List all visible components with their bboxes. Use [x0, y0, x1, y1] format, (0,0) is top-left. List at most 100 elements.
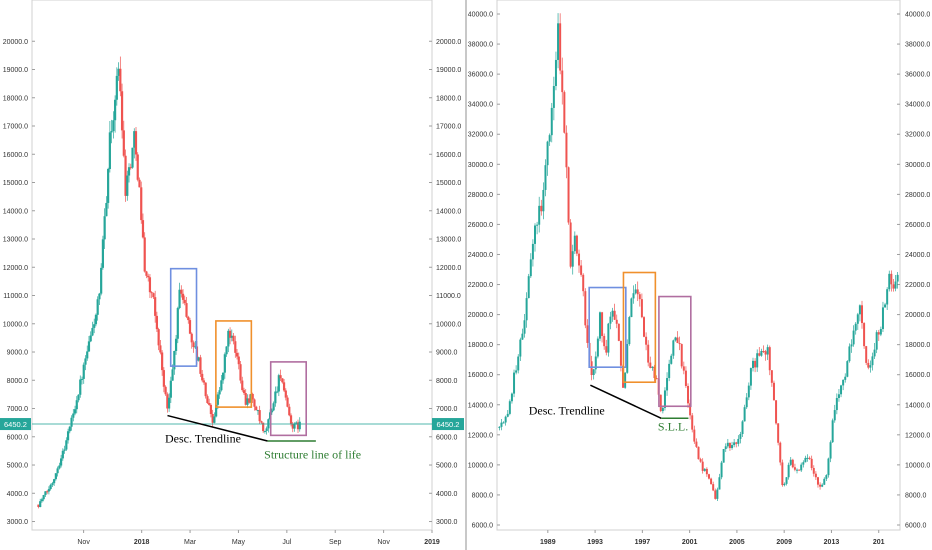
candle-up: [221, 372, 225, 381]
candle-up: [894, 281, 897, 289]
candle-down: [281, 378, 284, 383]
candle-up: [871, 356, 874, 366]
candle-up: [39, 501, 42, 508]
y-tick-label: 17000.0: [436, 124, 461, 131]
price-tag-left: [0, 418, 31, 431]
candle-up: [194, 346, 197, 348]
candle-down: [615, 319, 618, 324]
candle-down: [699, 459, 702, 462]
right-chart-panel[interactable]: 6000.0 8000.0 10000.0 12000.0 14000.0 16000.0…: [467, 0, 932, 550]
y-tick-label: 13000.0: [436, 237, 461, 244]
candle-down: [136, 154, 139, 180]
left-candlestick-chart[interactable]: 3000.0 4000.0 5000.0 6000.0 7000.0 8000.0 9000…: [0, 0, 465, 550]
candle-up: [70, 417, 73, 427]
candle-down: [251, 393, 254, 400]
candle-up: [293, 423, 296, 429]
candle-up: [626, 344, 629, 373]
candle-up: [107, 169, 110, 203]
candle-up: [752, 360, 755, 369]
candle-up: [802, 462, 805, 465]
candle-down: [289, 415, 293, 424]
left-plot-frame: [31, 0, 433, 531]
candle-up: [94, 314, 98, 325]
candle-down: [134, 131, 138, 155]
y-tick-label: 18000.0: [3, 95, 28, 102]
right-plot-frame: [496, 0, 901, 531]
candle-up: [246, 398, 249, 405]
candle-up: [84, 358, 87, 365]
candle-up: [842, 379, 845, 386]
trendline-annotation: Desc. Trendline: [529, 404, 605, 418]
candle-down: [865, 346, 868, 363]
candle-down: [291, 423, 294, 429]
candle-down: [816, 477, 819, 485]
candle-up: [89, 335, 92, 342]
y-tick-label: 4000.0: [436, 491, 458, 498]
candle-up: [745, 397, 748, 408]
candle-down: [237, 356, 240, 365]
candle-up: [796, 469, 799, 471]
left-chart-panel[interactable]: 3000.0 4000.0 5000.0 6000.0 7000.0 8000.0 9000…: [0, 0, 465, 550]
candle-down: [192, 342, 195, 348]
candle-down: [781, 462, 784, 486]
candle-up: [756, 353, 759, 368]
candle-up: [550, 107, 553, 136]
pattern-box: [622, 271, 657, 384]
candle-down: [46, 491, 49, 493]
y-tick-label: 16000.0: [3, 152, 28, 159]
y-tick-label: 24000.0: [468, 252, 493, 259]
candle-down: [707, 474, 710, 479]
y-tick-label: 6000.0: [905, 522, 927, 529]
candle-up: [670, 355, 673, 364]
candle-up: [783, 483, 786, 486]
candle-up: [510, 393, 513, 402]
y-tick-label: 20000.0: [905, 312, 930, 319]
y-tick-label: 34000.0: [468, 102, 493, 109]
candle-up: [888, 273, 891, 290]
candle-down: [296, 422, 300, 430]
right-drawings: Desc. Trendline S.L.L.: [529, 271, 692, 433]
candle-up: [573, 235, 576, 252]
candle-down: [819, 484, 822, 487]
candle-up: [133, 131, 136, 148]
candle-down: [145, 271, 148, 276]
candle-up: [54, 473, 57, 480]
candle-up: [42, 495, 45, 500]
pane-divider[interactable]: [465, 0, 467, 550]
candle-down: [157, 329, 160, 346]
candle-up: [840, 385, 843, 395]
candle-up: [105, 202, 108, 217]
candle-up: [225, 346, 228, 355]
candle-up: [527, 276, 530, 299]
y-tick-label: 9000.0: [7, 350, 29, 357]
y-tick-label: 24000.0: [905, 252, 930, 259]
candle-up: [115, 75, 118, 100]
candle-up: [869, 365, 872, 368]
candle-down: [613, 310, 616, 320]
candle-down: [239, 364, 242, 381]
candle-up: [498, 426, 501, 428]
y-tick-label: 16000.0: [905, 372, 930, 379]
candle-down: [680, 344, 683, 367]
candle-up: [295, 422, 298, 424]
candle-up: [886, 289, 889, 305]
candle-up: [630, 298, 633, 318]
x-tick-label: 2005: [729, 539, 745, 546]
candle-up: [298, 421, 301, 430]
x-tick-label: 201: [873, 539, 885, 546]
price-tag-left-label: 6450.2: [4, 420, 27, 429]
candle-down: [181, 293, 185, 300]
candle-down: [284, 390, 287, 398]
right-candlestick-chart[interactable]: 6000.0 8000.0 10000.0 12000.0 14000.0 16000.0…: [467, 0, 932, 550]
y-tick-label: 12000.0: [468, 432, 493, 439]
y-tick-label: 14000.0: [3, 208, 28, 215]
candle-down: [559, 23, 562, 71]
candle-up: [538, 205, 541, 225]
y-tick-label: 11000.0: [436, 293, 461, 300]
candle-down: [586, 325, 589, 343]
candle-down: [777, 423, 780, 443]
y-tick-label: 10000.0: [468, 462, 493, 469]
candle-down: [141, 220, 145, 238]
x-tick-label: 1993: [587, 539, 603, 546]
candle-up: [789, 459, 792, 465]
